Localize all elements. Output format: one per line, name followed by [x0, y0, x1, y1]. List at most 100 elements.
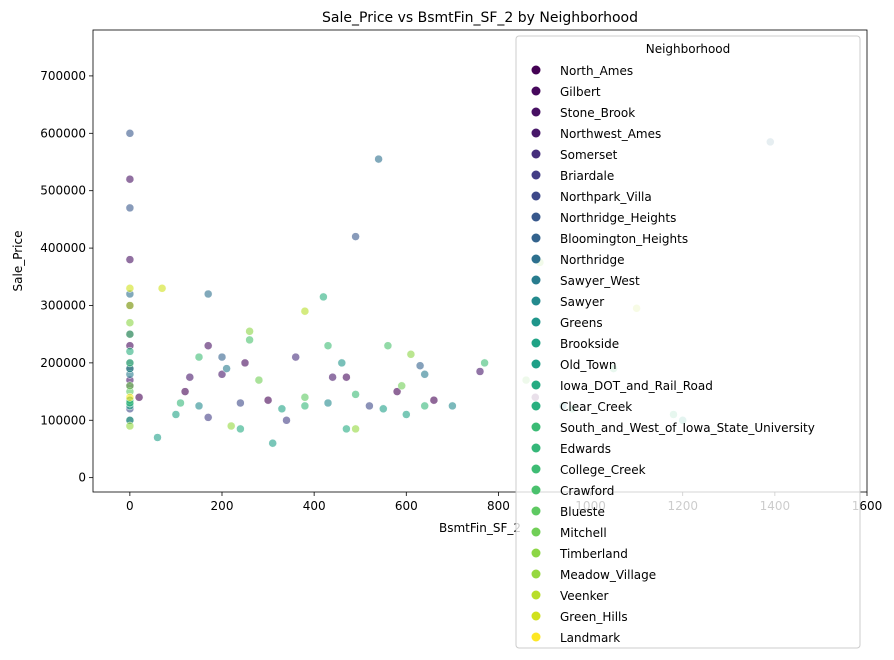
legend-label-northpark-villa: Northpark_Villa: [560, 190, 652, 204]
data-point-green-hills-1: [157, 284, 167, 293]
y-tick-label: 200000: [40, 356, 86, 370]
legend-label-green-hills: Green_Hills: [560, 610, 628, 624]
legend-marker-meadow-village: [531, 569, 541, 579]
data-point-north-ames-3: [392, 387, 402, 396]
legend-label-stone-brook: Stone_Brook: [560, 106, 635, 120]
legend-label-timberland: Timberland: [559, 547, 628, 561]
data-point-south-and-west-of-iowa-state-university-1: [351, 390, 360, 399]
data-point-mitchell-0: [125, 381, 135, 391]
legend-label-somerset: Somerset: [560, 148, 618, 162]
y-tick-label: 400000: [40, 241, 86, 255]
data-point-mitchell-1: [254, 375, 264, 385]
data-point-northwest-ames-3: [475, 367, 485, 376]
data-point-northpark-villa-1: [236, 398, 245, 408]
data-point-northwest-ames-4: [185, 372, 195, 382]
y-tick-label: 100000: [40, 413, 86, 427]
legend-marker-clear-creek: [531, 401, 541, 411]
data-point-clear-creek-0: [125, 347, 135, 356]
data-point-college-creek-2: [323, 341, 333, 350]
legend-label-old-town: Old_Town: [560, 358, 616, 372]
legend-label-bloomington-heights: Bloomington_Heights: [560, 232, 688, 246]
legend-label-clear-creek: Clear_Creek: [560, 400, 632, 414]
data-point-mitchell-2: [397, 381, 406, 391]
data-point-timberland-2: [406, 350, 416, 359]
legend-label-north-ames: North_Ames: [560, 64, 633, 78]
data-point-old-town-1: [153, 433, 162, 442]
data-point-gilbert-2: [342, 372, 351, 382]
data-point-blueste-1: [300, 393, 310, 402]
data-point-college-creek-0: [125, 358, 135, 368]
legend-label-crawford: Crawford: [560, 484, 614, 498]
y-tick-label: 500000: [40, 184, 86, 198]
legend-label-south-and-west-of-iowa-state-university: South_and_West_of_Iowa_State_University: [560, 421, 815, 435]
legend-marker-sawyer-west: [531, 275, 541, 285]
legend-marker-iowa-dot-and-rail-road: [531, 380, 541, 390]
legend-label-veenker: Veenker: [560, 589, 609, 603]
y-tick-label: 0: [78, 471, 86, 485]
data-point-timberland-0: [125, 318, 135, 327]
data-point-edwards-3: [420, 401, 429, 411]
data-point-northwest-ames-2: [328, 372, 337, 382]
data-point-northridge-heights-0: [125, 129, 135, 138]
data-point-northridge-2: [374, 154, 383, 164]
legend-marker-gilbert: [531, 86, 541, 96]
data-point-north-ames-2: [263, 395, 273, 405]
data-point-edwards-1: [176, 398, 185, 408]
legend-marker-south-and-west-of-iowa-state-university: [531, 422, 541, 432]
data-point-college-creek-3: [480, 358, 489, 368]
legend-marker-landmark: [531, 632, 541, 642]
data-point-briardale-2: [282, 416, 291, 425]
legend-marker-timberland: [531, 548, 541, 558]
legend-marker-old-town: [531, 359, 541, 369]
data-point-college-creek-1: [194, 352, 204, 362]
legend-marker-northpark-villa: [531, 191, 541, 201]
data-point-northridge-heights-2: [351, 232, 360, 241]
data-point-stone-brook-0: [125, 174, 135, 184]
data-point-meadow-village-1: [226, 421, 236, 431]
data-point-brookside-1: [171, 410, 181, 419]
plot-frame: [92, 29, 868, 493]
legend-marker-briardale: [531, 170, 541, 180]
data-point-old-town-2: [268, 438, 277, 448]
data-point-old-town-3: [379, 404, 388, 414]
data-point-north-ames-6: [134, 393, 144, 402]
data-point-north-ames-4: [429, 395, 439, 405]
legend-marker-greens: [531, 317, 541, 327]
x-axis-label: BsmtFin_SF_2: [439, 521, 521, 535]
y-axis: 0 100000 200000 300000 400000 500000 600000 700…: [40, 69, 93, 485]
data-point-meadow-village-0: [125, 421, 135, 431]
legend-marker-bloomington-heights: [531, 233, 541, 243]
legend-label-sawyer: Sawyer: [560, 295, 604, 309]
legend-marker-northwest-ames: [531, 128, 541, 138]
data-point-brookside-2: [277, 404, 287, 414]
data-point-green-hills-0: [125, 284, 135, 293]
data-point-brookside-3: [402, 410, 411, 419]
data-point-crawford-0: [125, 329, 135, 339]
legend-label-landmark: Landmark: [560, 631, 620, 645]
legend-label-college-creek: College_Creek: [560, 463, 646, 477]
data-point-north-ames-1: [180, 387, 190, 396]
legend-marker-veenker: [531, 590, 541, 600]
x-tick-label: 600: [395, 499, 418, 513]
data-point-somerset-1: [291, 352, 300, 362]
legend-marker-edwards: [531, 443, 541, 453]
legend-marker-somerset: [531, 149, 541, 159]
legend-label-blueste: Blueste: [560, 505, 605, 519]
data-point-northridge-heights-1: [125, 203, 135, 213]
data-point-landmark-0: [125, 393, 135, 402]
legend-label-northridge-heights: Northridge_Heights: [560, 211, 676, 225]
chart-title: Sale_Price vs BsmtFin_SF_2 by Neighborho…: [322, 10, 638, 26]
x-tick-label: 800: [487, 499, 510, 513]
legend-marker-crawford: [531, 485, 541, 495]
legend-marker-northridge: [531, 254, 541, 264]
x-tick-label: 200: [211, 499, 234, 513]
data-point-sawyer-3: [448, 401, 457, 411]
data-point-greens-1: [337, 358, 347, 368]
legend-label-meadow-village: Meadow_Village: [560, 568, 656, 582]
y-tick-label: 600000: [40, 126, 86, 140]
legend-marker-sawyer: [531, 296, 541, 306]
data-point-edwards-2: [300, 401, 310, 411]
data-point-timberland-1: [245, 327, 254, 336]
legend-label-briardale: Briardale: [560, 169, 614, 183]
